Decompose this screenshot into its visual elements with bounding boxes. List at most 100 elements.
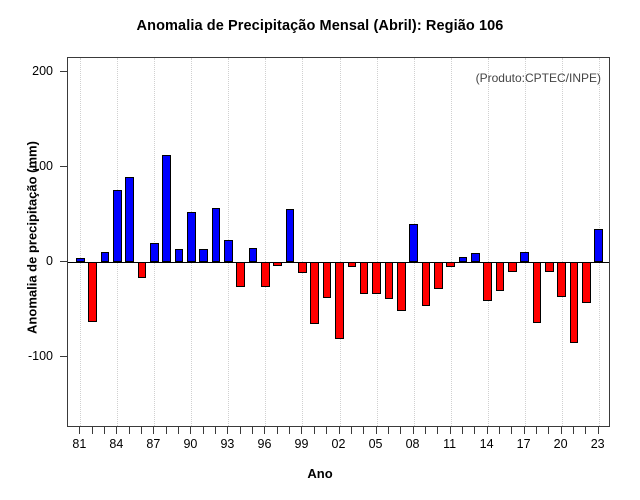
x-tick-label: 87 bbox=[146, 437, 161, 451]
x-tick-mark bbox=[511, 427, 513, 434]
grid-line bbox=[265, 58, 267, 426]
x-axis-label: Ano bbox=[307, 466, 333, 481]
bar-16 bbox=[507, 261, 517, 273]
y-tick-label: 200 bbox=[32, 64, 53, 79]
attribution-text: (Produto:CPTEC/INPE) bbox=[475, 71, 601, 85]
grid-line bbox=[376, 58, 378, 426]
x-tick-mark bbox=[424, 427, 426, 434]
bar-92 bbox=[211, 207, 221, 262]
x-tick-mark bbox=[79, 427, 81, 434]
bar-17 bbox=[520, 251, 529, 262]
y-tick-mark bbox=[60, 71, 67, 73]
x-tick-mark bbox=[252, 427, 254, 434]
x-tick-mark bbox=[523, 427, 525, 434]
bar-09 bbox=[421, 261, 431, 306]
bar-91 bbox=[199, 248, 209, 262]
y-tick-mark bbox=[60, 166, 67, 168]
x-tick-label: 93 bbox=[220, 437, 235, 451]
y-axis: 200 100 0 -100 bbox=[0, 0, 67, 500]
x-tick-mark bbox=[437, 427, 439, 434]
x-tick-label: 11 bbox=[443, 437, 457, 451]
bar-20 bbox=[557, 261, 566, 298]
bar-98 bbox=[285, 208, 295, 262]
bar-00 bbox=[310, 261, 320, 324]
bar-02 bbox=[335, 261, 344, 339]
x-tick-mark bbox=[560, 427, 562, 434]
x-tick-mark bbox=[585, 427, 587, 434]
y-tick-label: 100 bbox=[32, 159, 53, 174]
x-axis: 81 84 87 90 93 96 99 02 05 08 11 14 17 20 23 bbox=[67, 427, 610, 467]
x-tick-mark bbox=[313, 427, 315, 434]
x-tick-mark bbox=[276, 427, 278, 434]
plot-area: (Produto:CPTEC/INPE) bbox=[67, 57, 610, 427]
x-tick-mark bbox=[215, 427, 217, 434]
bar-85 bbox=[125, 176, 134, 262]
x-tick-mark bbox=[227, 427, 229, 434]
x-tick-mark bbox=[535, 427, 537, 434]
bar-84 bbox=[113, 189, 122, 262]
grid-line bbox=[80, 58, 82, 426]
x-tick-label: 81 bbox=[72, 437, 87, 451]
bar-03 bbox=[347, 261, 357, 267]
grid-line bbox=[561, 58, 563, 426]
bar-13 bbox=[470, 253, 480, 262]
bar-22 bbox=[581, 261, 591, 303]
x-tick-label: 17 bbox=[516, 437, 531, 451]
bar-19 bbox=[544, 261, 554, 273]
bar-89 bbox=[174, 248, 184, 262]
x-tick-mark bbox=[116, 427, 118, 434]
bar-07 bbox=[396, 261, 406, 312]
x-tick-label: 84 bbox=[109, 437, 124, 451]
bar-88 bbox=[162, 154, 172, 262]
x-tick-mark bbox=[301, 427, 303, 434]
bar-06 bbox=[384, 261, 394, 299]
bar-14 bbox=[483, 261, 492, 301]
bar-99 bbox=[298, 261, 307, 274]
x-tick-label: 90 bbox=[183, 437, 198, 451]
x-tick-mark bbox=[400, 427, 402, 434]
x-tick-label: 99 bbox=[294, 437, 309, 451]
x-tick-mark bbox=[363, 427, 365, 434]
bar-95 bbox=[248, 247, 258, 262]
x-tick-mark bbox=[128, 427, 130, 434]
x-tick-mark bbox=[350, 427, 352, 434]
bar-83 bbox=[100, 251, 110, 262]
bar-04 bbox=[359, 261, 369, 295]
x-tick-mark bbox=[190, 427, 192, 434]
bar-23 bbox=[594, 228, 603, 262]
x-tick-mark bbox=[239, 427, 241, 434]
x-tick-mark bbox=[548, 427, 550, 434]
x-tick-mark bbox=[165, 427, 167, 434]
grid-line bbox=[154, 58, 156, 426]
bar-15 bbox=[495, 261, 505, 292]
x-tick-mark bbox=[264, 427, 266, 434]
x-tick-label: 02 bbox=[331, 437, 346, 451]
x-tick-mark bbox=[449, 427, 451, 434]
bar-10 bbox=[433, 261, 443, 289]
bar-86 bbox=[137, 261, 147, 279]
grid-line bbox=[339, 58, 341, 426]
x-tick-mark bbox=[178, 427, 180, 434]
x-tick-mark bbox=[498, 427, 500, 434]
x-tick-label: 05 bbox=[368, 437, 383, 451]
bar-90 bbox=[187, 211, 196, 262]
x-tick-mark bbox=[153, 427, 155, 434]
bar-93 bbox=[224, 240, 233, 262]
chart-title: Anomalia de Precipitação Mensal (Abril):… bbox=[136, 18, 504, 34]
x-tick-mark bbox=[486, 427, 488, 434]
x-tick-mark bbox=[375, 427, 377, 434]
x-tick-mark bbox=[326, 427, 328, 434]
x-tick-mark bbox=[141, 427, 143, 434]
bar-11 bbox=[446, 261, 455, 267]
x-tick-label: 20 bbox=[553, 437, 568, 451]
bar-87 bbox=[150, 243, 159, 262]
bar-08 bbox=[409, 224, 418, 262]
bar-01 bbox=[322, 261, 332, 299]
bar-81 bbox=[76, 258, 85, 262]
x-tick-mark bbox=[387, 427, 389, 434]
grid-line bbox=[450, 58, 452, 426]
grid-line bbox=[524, 58, 526, 426]
y-tick-mark bbox=[60, 260, 67, 262]
x-tick-mark bbox=[104, 427, 106, 434]
